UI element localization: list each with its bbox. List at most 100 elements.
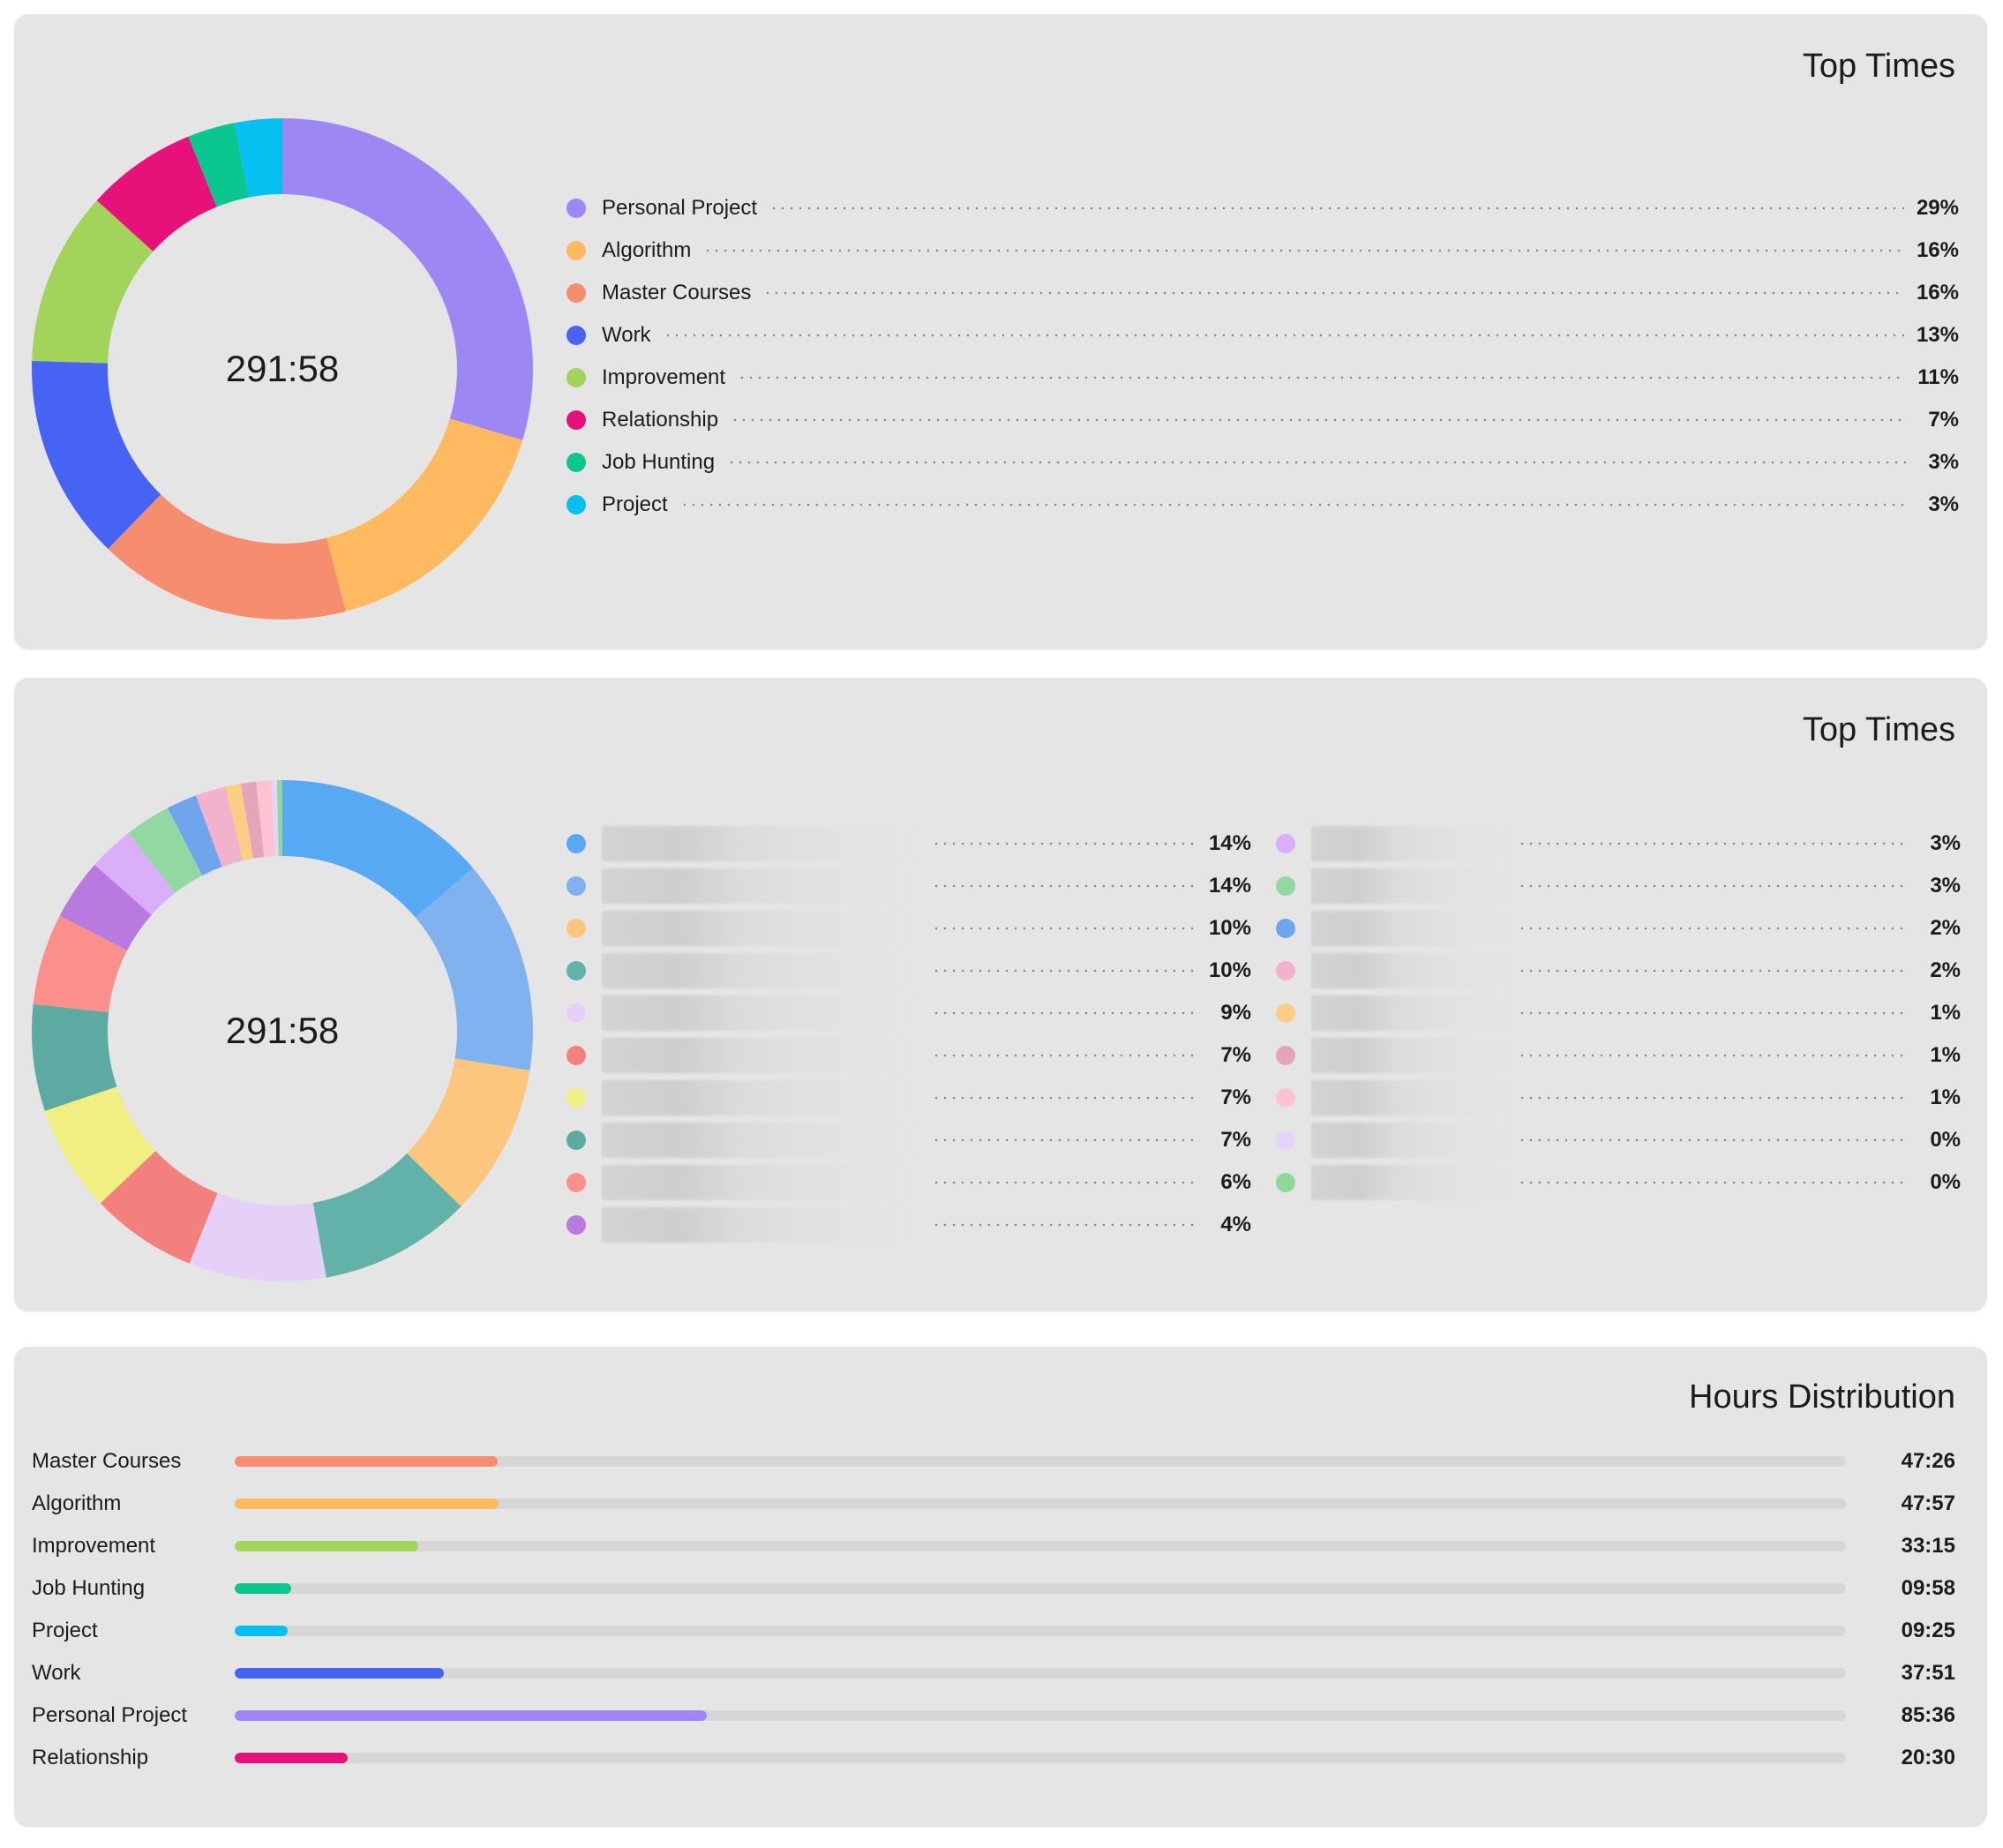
legend-label: Personal Project	[602, 196, 758, 220]
legend-percentage: 10%	[1208, 958, 1251, 982]
donut-slice	[100, 1151, 218, 1264]
legend-percentage: 9%	[1220, 1001, 1251, 1025]
legend-percentage: 11%	[1917, 365, 1959, 389]
legend-color-dot	[566, 1046, 586, 1065]
donut-slice	[167, 795, 222, 875]
dotted-leader	[1518, 927, 1909, 930]
dotted-leader	[932, 1138, 1200, 1142]
dotted-leader	[932, 1054, 1200, 1057]
legend-label: Project	[602, 492, 668, 516]
legend-percentage: 3%	[1928, 492, 1959, 516]
dotted-leader	[727, 461, 1908, 464]
hours-row: Improvement 33:15	[32, 1525, 1955, 1567]
legend-item: 7%	[566, 1119, 1251, 1161]
redacted-label	[1311, 1038, 1505, 1073]
legend-item: Work 13%	[566, 314, 1959, 357]
legend-item: Personal Project 29%	[566, 187, 1959, 229]
hours-row-value: 09:58	[1901, 1576, 1955, 1600]
legend-percentage: 13%	[1916, 323, 1959, 347]
dotted-leader	[731, 418, 1908, 422]
donut-slice	[276, 780, 282, 857]
legend-color-dot	[566, 410, 586, 430]
hours-row-label: Personal Project	[32, 1703, 188, 1727]
legend-color-dot	[1276, 1046, 1295, 1065]
legend-item: 2%	[1276, 950, 1961, 992]
progress-fill	[235, 1499, 499, 1509]
progress-fill	[235, 1583, 291, 1594]
legend-item: 4%	[566, 1204, 1251, 1246]
hours-row: Relationship 20:30	[32, 1737, 1955, 1779]
legend-color-dot	[566, 1131, 586, 1150]
hours-row-label: Work	[32, 1661, 81, 1685]
legend-color-dot	[566, 961, 586, 980]
redacted-label	[602, 953, 919, 988]
legend-percentage: 14%	[1208, 831, 1251, 855]
legend-label: Master Courses	[602, 281, 752, 304]
legend-item: 9%	[566, 992, 1251, 1034]
legend-percentage: 0%	[1930, 1128, 1961, 1152]
legend-item: 3%	[1276, 823, 1961, 865]
legend-color-dot	[566, 199, 586, 218]
donut-slice	[312, 1153, 461, 1278]
legend-percentage: 7%	[1928, 408, 1959, 432]
donut-slice	[94, 832, 176, 915]
hours-row: Master Courses 47:26	[32, 1440, 1955, 1483]
redacted-label	[1311, 995, 1505, 1031]
legend-color-dot	[566, 326, 586, 345]
legend-item: Improvement 11%	[566, 357, 1959, 399]
legend-2-left: 14% 14% 10% 10% 9% 7% 7% 7% 6% 4%	[566, 823, 1251, 1246]
legend-color-dot	[566, 283, 586, 303]
legend-color-dot	[566, 368, 586, 387]
legend-percentage: 7%	[1220, 1043, 1251, 1067]
legend-percentage: 2%	[1930, 916, 1961, 940]
donut-slice	[59, 864, 152, 951]
legend-item: 1%	[1276, 1077, 1961, 1119]
donut-slice	[326, 418, 523, 612]
donut-slice	[225, 783, 254, 861]
legend-color-dot	[1276, 1088, 1295, 1108]
dotted-leader	[679, 503, 1908, 507]
donut-slice	[240, 781, 265, 859]
legend-percentage: 6%	[1220, 1170, 1251, 1194]
donut-slice	[415, 868, 533, 1070]
donut-slice	[407, 1058, 530, 1207]
hours-row: Work 37:51	[32, 1652, 1955, 1694]
redacted-label	[602, 1207, 919, 1243]
progress-track	[235, 1541, 1846, 1551]
hours-row-value: 47:57	[1901, 1491, 1955, 1515]
donut-slice	[44, 1086, 156, 1204]
legend-item: 2%	[1276, 907, 1961, 950]
legend-label: Work	[602, 323, 651, 347]
legend-color-dot	[1276, 1003, 1295, 1023]
hours-row-value: 20:30	[1901, 1746, 1955, 1769]
donut-slice	[32, 360, 161, 550]
legend-percentage: 3%	[1930, 874, 1961, 898]
legend-percentage: 0%	[1930, 1170, 1961, 1194]
dotted-leader	[1518, 884, 1909, 888]
donut-slice	[128, 808, 203, 893]
progress-fill	[235, 1710, 708, 1721]
legend-percentage: 1%	[1930, 1086, 1961, 1109]
dotted-leader	[1518, 969, 1909, 973]
redacted-label	[602, 1165, 919, 1200]
legend-percentage: 29%	[1916, 196, 1959, 220]
progress-fill	[235, 1626, 289, 1636]
donut-chart-1: 291:58	[32, 118, 533, 620]
legend-item: 6%	[566, 1161, 1251, 1204]
hours-row-label: Project	[32, 1619, 98, 1642]
redacted-label	[602, 1038, 919, 1073]
progress-track	[235, 1583, 1846, 1594]
redacted-label	[1311, 868, 1505, 904]
donut-slice	[189, 1192, 326, 1281]
dotted-leader	[763, 291, 1904, 295]
donut-slice	[271, 780, 279, 857]
redacted-label	[1311, 953, 1505, 988]
legend-color-dot	[1276, 961, 1295, 980]
progress-track	[235, 1753, 1846, 1763]
progress-track	[235, 1710, 1846, 1721]
progress-fill	[235, 1541, 419, 1551]
hours-bar-list: Master Courses 47:26 Algorithm 47:57 Improve…	[32, 1440, 1955, 1779]
redacted-label	[602, 868, 919, 904]
legend-color-dot	[1276, 876, 1295, 896]
redacted-label	[1311, 826, 1505, 861]
